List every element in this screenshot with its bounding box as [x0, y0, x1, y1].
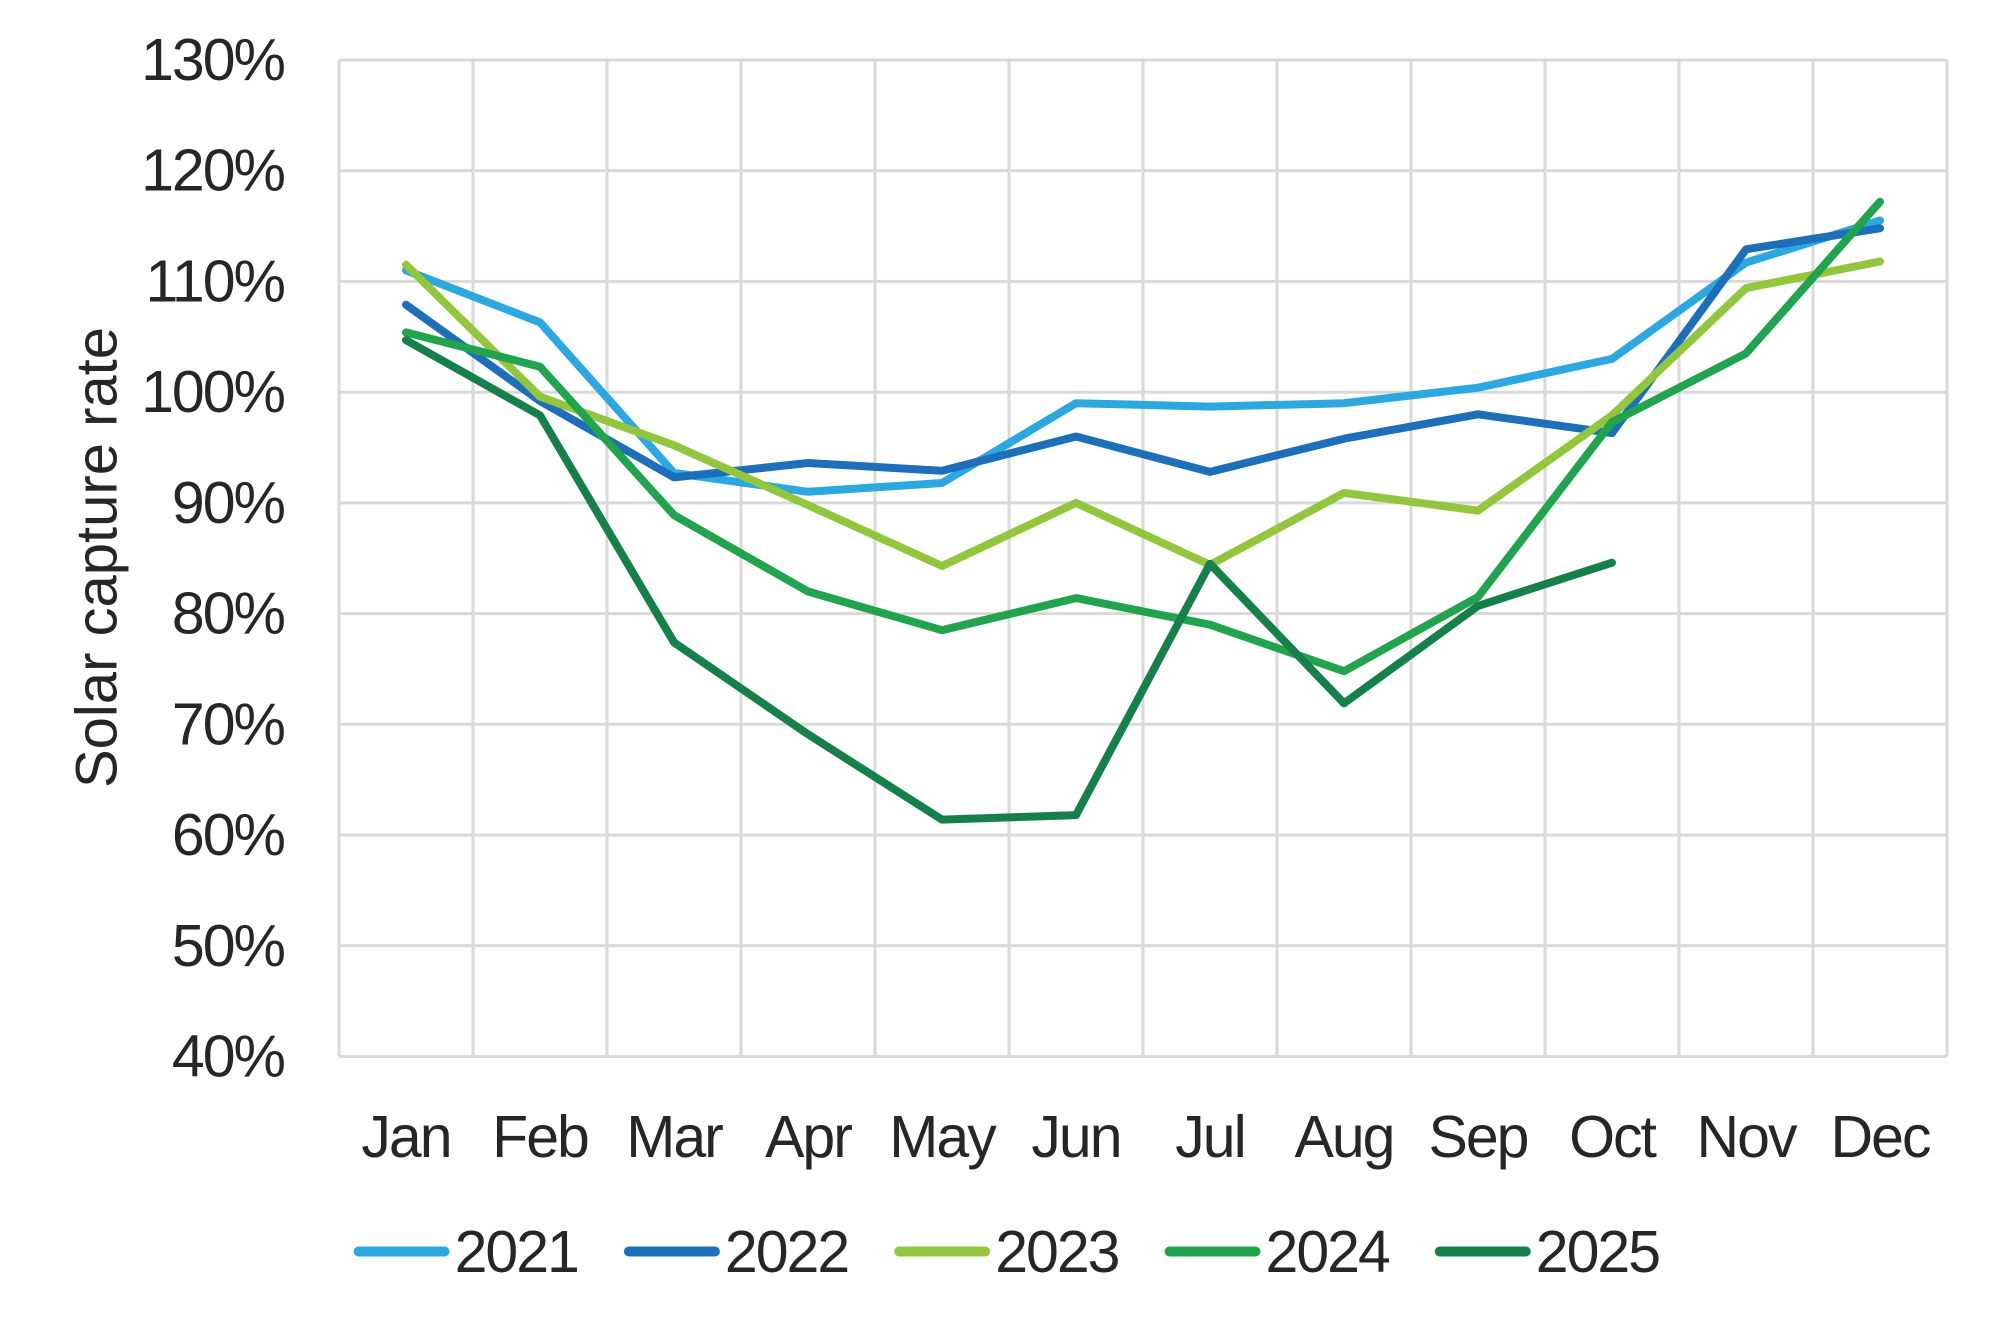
- svg-text:130%: 130%: [141, 27, 284, 93]
- svg-text:Jun: Jun: [1031, 1104, 1120, 1170]
- svg-text:80%: 80%: [172, 581, 285, 647]
- svg-text:Jul: Jul: [1175, 1104, 1244, 1170]
- svg-text:110%: 110%: [145, 248, 284, 314]
- svg-text:2023: 2023: [995, 1219, 1118, 1285]
- svg-text:100%: 100%: [141, 359, 284, 425]
- svg-text:2022: 2022: [725, 1219, 848, 1285]
- svg-text:60%: 60%: [172, 802, 285, 868]
- svg-text:Feb: Feb: [492, 1104, 588, 1170]
- svg-text:2024: 2024: [1266, 1219, 1390, 1285]
- svg-text:2021: 2021: [455, 1219, 578, 1285]
- svg-text:Solar capture rate: Solar capture rate: [65, 327, 130, 788]
- svg-text:Sep: Sep: [1429, 1104, 1528, 1170]
- svg-text:2025: 2025: [1536, 1219, 1659, 1285]
- svg-text:Oct: Oct: [1569, 1104, 1656, 1170]
- svg-text:50%: 50%: [172, 913, 285, 979]
- svg-text:Nov: Nov: [1697, 1104, 1798, 1170]
- svg-text:Dec: Dec: [1831, 1104, 1930, 1170]
- svg-text:Mar: Mar: [626, 1104, 723, 1170]
- svg-text:40%: 40%: [172, 1024, 285, 1090]
- svg-text:120%: 120%: [141, 138, 284, 204]
- svg-text:Aug: Aug: [1295, 1104, 1394, 1170]
- svg-text:90%: 90%: [172, 470, 285, 536]
- svg-text:May: May: [889, 1104, 997, 1170]
- svg-text:70%: 70%: [172, 691, 285, 757]
- svg-text:Jan: Jan: [361, 1104, 450, 1170]
- svg-text:Apr: Apr: [765, 1104, 852, 1170]
